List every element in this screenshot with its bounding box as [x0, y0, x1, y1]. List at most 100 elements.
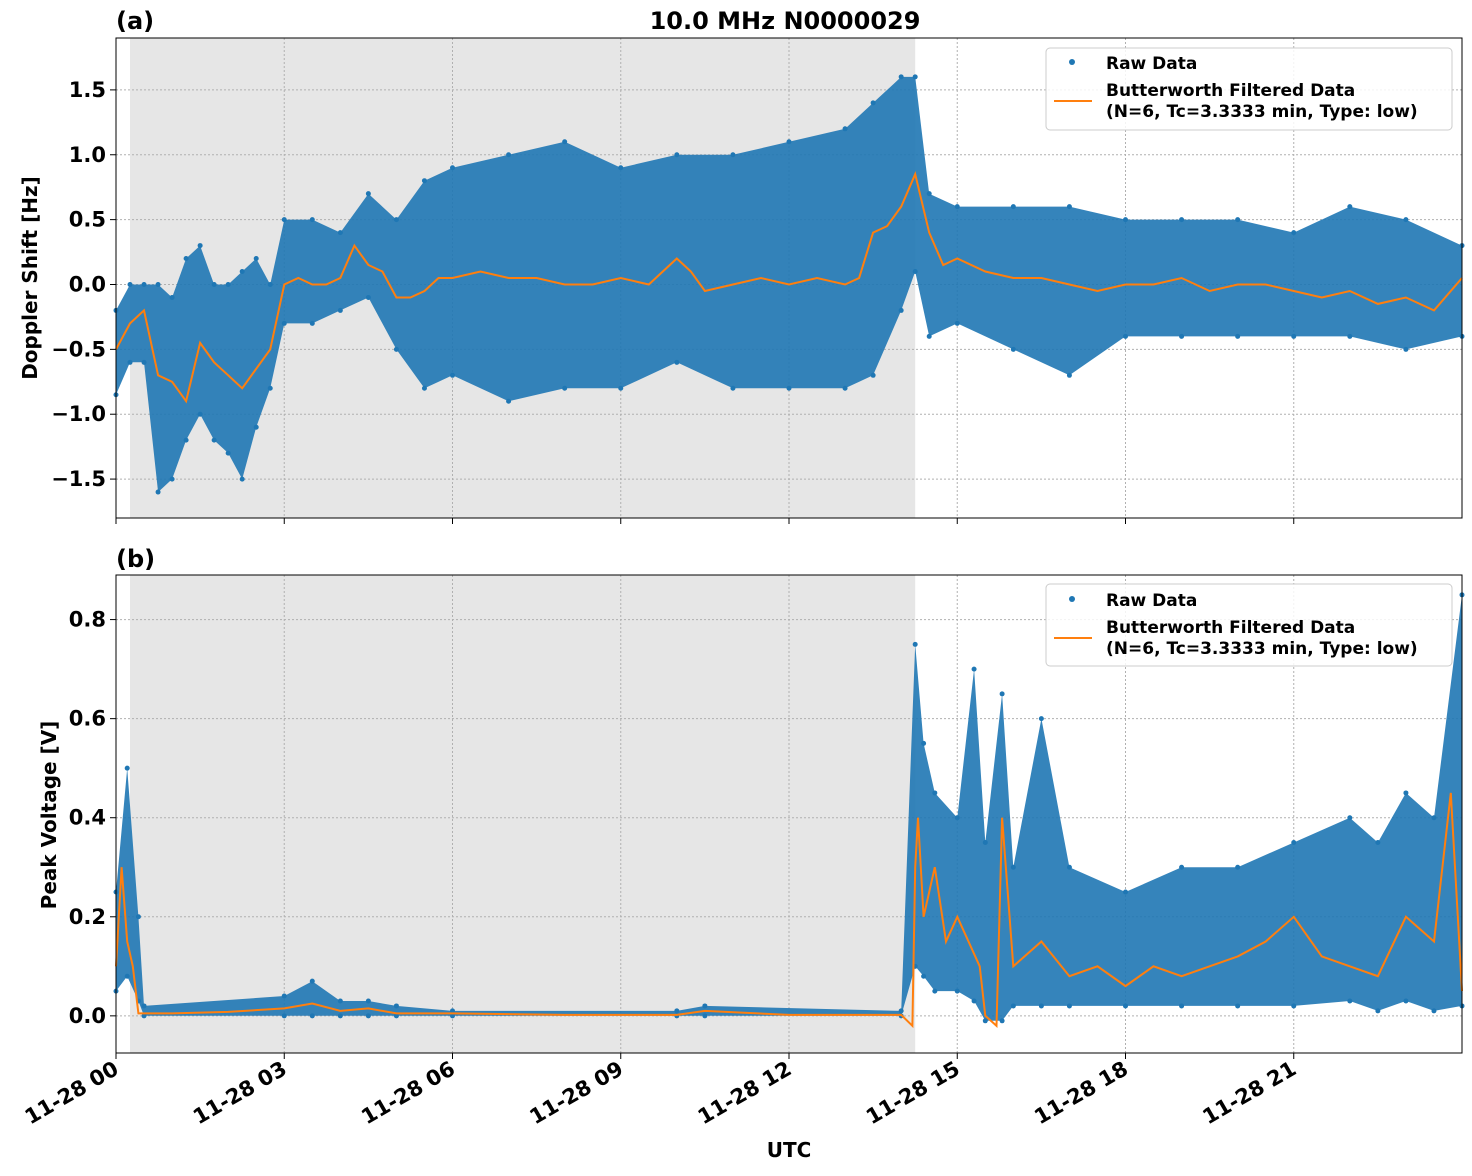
y-tick-label: 0.6 [69, 707, 106, 731]
y-tick-label: 0.8 [69, 608, 106, 632]
panel-b-ylabel: Peak Voltage [V] [37, 721, 61, 910]
raw-data-point [702, 1013, 708, 1019]
raw-data-point [127, 359, 133, 365]
panel-b-y-ticks: 0.0 0.2 0.4 0.6 0.8 [69, 608, 116, 1028]
raw-data-point [1347, 998, 1353, 1004]
raw-data-point [954, 204, 960, 210]
panel-b-legend-raw: Raw Data [1106, 591, 1197, 611]
panel-b-legend: Raw Data Butterworth Filtered Data (N=6,… [1045, 583, 1453, 667]
raw-data-point [870, 372, 876, 378]
raw-data-point [932, 790, 938, 796]
raw-data-point [618, 165, 624, 171]
x-tick-label: 11-28 15 [862, 1057, 964, 1130]
raw-data-point [921, 740, 927, 746]
raw-data-point [393, 1013, 399, 1019]
raw-data-point [786, 385, 792, 391]
raw-data-point [211, 281, 217, 287]
raw-data-point [393, 1003, 399, 1009]
raw-data-point [197, 411, 203, 417]
panel-a-legend-filtered: Butterworth Filtered Data [1106, 81, 1355, 101]
raw-data-point [124, 973, 130, 979]
raw-data-point [169, 294, 175, 300]
raw-data-point [211, 437, 217, 443]
raw-data-point [1375, 839, 1381, 845]
raw-data-point [982, 839, 988, 845]
raw-data-point [1347, 815, 1353, 821]
raw-data-point [141, 1013, 147, 1019]
raw-data-point [1010, 346, 1016, 352]
raw-data-point [506, 152, 512, 158]
raw-data-point [786, 139, 792, 145]
raw-data-point [730, 385, 736, 391]
raw-data-point [898, 1008, 904, 1014]
raw-data-point [197, 243, 203, 249]
raw-data-point [253, 256, 259, 262]
y-tick-label: 1.0 [69, 143, 106, 167]
panel-a-legend-raw-marker [1069, 59, 1075, 65]
raw-data-point [225, 450, 231, 456]
raw-data-point [169, 476, 175, 482]
raw-data-point [674, 1008, 680, 1014]
raw-data-point [267, 385, 273, 391]
raw-data-point [954, 988, 960, 994]
raw-data-point [124, 765, 130, 771]
panel-a-ylabel: Doppler Shift [Hz] [18, 176, 42, 380]
raw-data-point [926, 333, 932, 339]
raw-data-point [1347, 333, 1353, 339]
panel-b: (b) 0.00.20.40.60.8 11-28 00 11-28 03 11-2… [21, 545, 1465, 1129]
x-tick-label: 11-28 03 [189, 1057, 291, 1130]
y-tick-label: 0.5 [69, 208, 106, 232]
raw-data-point [155, 489, 161, 495]
raw-data-point [239, 269, 245, 275]
panel-b-x-ticks: 11-28 00 11-28 03 11-28 06 11-28 09 11-28 12… [21, 1053, 1300, 1130]
raw-data-point [562, 139, 568, 145]
raw-data-point [1431, 1008, 1437, 1014]
raw-data-point [1403, 217, 1409, 223]
panel-a-y-ticks: −1.5 −1.0 −0.5 0.0 0.5 1.0 1.5 [51, 78, 116, 491]
raw-data-point [1123, 333, 1128, 339]
y-tick-label: 0.2 [69, 905, 106, 929]
raw-data-point [393, 217, 399, 223]
raw-data-point [506, 398, 512, 404]
raw-data-point [135, 914, 141, 920]
x-tick-label: 11-28 00 [21, 1057, 123, 1130]
panel-b-legend-params: (N=6, Tc=3.3333 min, Type: low) [1106, 639, 1418, 659]
raw-data-point [281, 993, 287, 999]
panel-b-filtered-line [115, 792, 1463, 1029]
raw-data-point [450, 1013, 455, 1019]
raw-data-point [141, 359, 147, 365]
raw-data-point [912, 641, 918, 647]
raw-data-point [337, 230, 343, 236]
raw-data-point [842, 385, 848, 391]
raw-data-point [730, 152, 736, 158]
raw-data-point [281, 320, 287, 326]
raw-data-point [1123, 889, 1128, 895]
raw-data-point [281, 1013, 287, 1019]
raw-data-point [1235, 864, 1241, 870]
raw-data-point [932, 988, 938, 994]
raw-data-point [618, 385, 624, 391]
x-tick-label: 11-28 06 [357, 1057, 459, 1130]
raw-data-point [365, 998, 371, 1004]
raw-data-point [1375, 1008, 1381, 1014]
raw-data-point [1010, 204, 1016, 210]
y-tick-label: −0.5 [51, 337, 106, 361]
raw-data-point [267, 281, 273, 287]
raw-data-point [281, 217, 287, 223]
raw-data-point [1038, 1003, 1044, 1009]
panel-a-legend: Raw Data Butterworth Filtered Data (N=6,… [1045, 47, 1453, 131]
raw-data-point [870, 100, 876, 106]
panel-a-legend-box [1045, 47, 1453, 131]
raw-data-point [912, 269, 918, 275]
raw-data-point [971, 998, 977, 1004]
panel-b-legend-raw-marker [1069, 596, 1075, 602]
raw-data-point [127, 281, 133, 287]
raw-data-point [1038, 716, 1044, 722]
raw-data-point [1123, 217, 1128, 223]
raw-data-point [999, 1018, 1005, 1024]
raw-data-point [1431, 815, 1437, 821]
raw-data-point [1066, 864, 1072, 870]
x-tick-label: 11-28 18 [1030, 1057, 1132, 1130]
raw-data-point [1235, 333, 1241, 339]
raw-data-point [1291, 1003, 1297, 1009]
